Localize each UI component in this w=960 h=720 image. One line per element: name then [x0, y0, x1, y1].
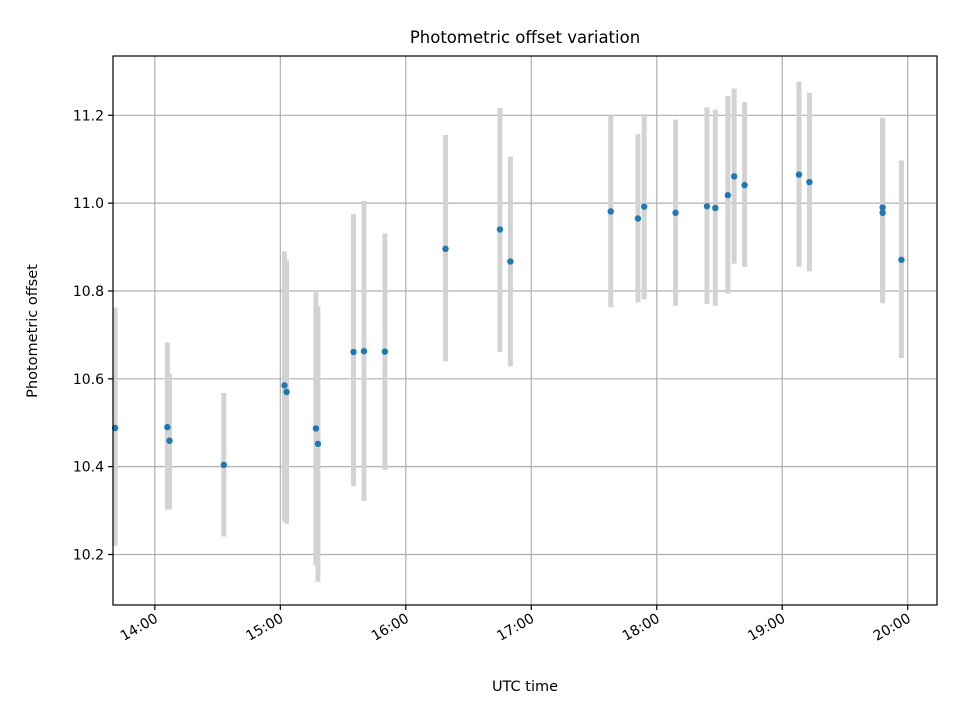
chart-title: Photometric offset variation — [410, 28, 640, 47]
data-point — [730, 173, 738, 180]
data-point — [898, 256, 905, 263]
y-axis: 10.2 10.4 10.6 10.8 11.0 11.2 — [73, 108, 113, 563]
data-point — [741, 181, 748, 189]
data-point — [795, 171, 803, 178]
data-point — [806, 178, 813, 186]
data-point — [381, 348, 389, 355]
data-point — [312, 425, 320, 432]
y-tick-label: 10.6 — [73, 372, 104, 388]
y-tick-label: 10.8 — [73, 284, 104, 300]
data-point — [879, 204, 886, 211]
y-tick-label: 11.0 — [73, 196, 104, 212]
data-point — [712, 204, 719, 212]
data-point — [442, 245, 449, 253]
plot-frame — [112, 55, 938, 606]
data-point — [607, 208, 614, 215]
data-point — [641, 203, 648, 210]
data-point — [166, 437, 173, 444]
data-point — [281, 382, 288, 389]
data-points — [111, 171, 905, 469]
data-point — [350, 348, 357, 356]
data-point — [360, 347, 368, 355]
y-axis-label: Photometric offset — [25, 264, 41, 398]
data-point — [634, 215, 642, 222]
data-point — [879, 209, 886, 216]
y-tick-label: 10.2 — [73, 547, 104, 563]
data-point — [672, 209, 679, 216]
data-point — [703, 203, 711, 210]
data-point — [164, 423, 171, 431]
x-axis-label: UTC time — [492, 679, 558, 695]
data-point — [314, 440, 322, 448]
data-point — [496, 226, 504, 233]
y-tick-label: 11.2 — [73, 108, 104, 124]
y-tick-label: 10.4 — [73, 460, 104, 476]
data-point — [283, 388, 290, 396]
data-point — [724, 192, 732, 199]
data-point — [220, 461, 228, 469]
data-point — [507, 258, 514, 265]
